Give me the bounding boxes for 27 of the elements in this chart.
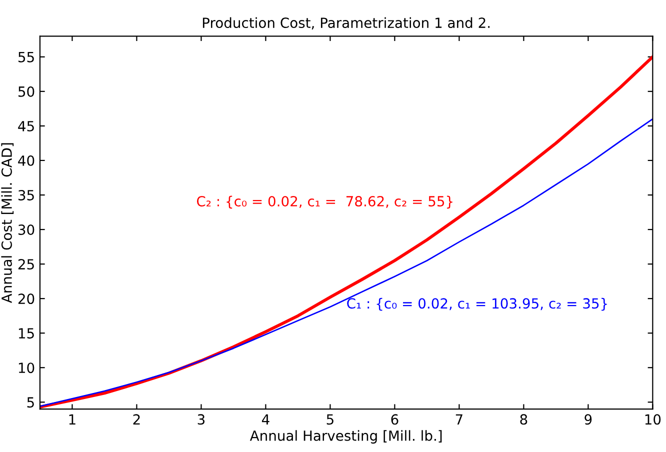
x-tick-label: 5 <box>326 414 334 425</box>
chart-title: Production Cost, Parametrization 1 and 2. <box>202 17 490 30</box>
y-axis-title: Annual Cost [Mill. CAD] <box>1 143 14 304</box>
y-tick-label: 35 <box>18 190 34 200</box>
y-tick-label: 15 <box>18 328 34 339</box>
x-tick-label: 4 <box>262 414 270 424</box>
series-label: C₁ : {c₀ = 0.02, c₁ = 103.95, c₂ = 35} <box>347 298 607 311</box>
y-tick-label: 45 <box>18 121 34 132</box>
x-tick-label: 9 <box>584 414 592 425</box>
y-tick-label: 55 <box>18 52 34 62</box>
x-tick-label: 3 <box>198 414 205 425</box>
series-label: C₂ : {c₀ = 0.02, c₁ = 78.62, c₂ = 55} <box>196 196 452 209</box>
x-tick-label: 7 <box>456 414 462 424</box>
x-tick-label: 10 <box>645 414 661 425</box>
y-tick-label: 30 <box>18 224 34 235</box>
y-tick-label: 25 <box>18 259 34 270</box>
x-tick-label: 2 <box>133 414 140 424</box>
x-axis-title: Annual Harvesting [Mill. lb.] <box>250 430 442 444</box>
y-tick-label: 50 <box>18 86 34 97</box>
x-tick-label: 6 <box>391 414 398 425</box>
line-series <box>40 118 653 407</box>
x-tick-label: 8 <box>520 414 528 425</box>
y-tick-label: 5 <box>27 397 34 408</box>
y-tick-label: 20 <box>18 294 34 304</box>
y-tick-label: 10 <box>18 362 34 374</box>
y-tick-label: 40 <box>18 155 34 166</box>
x-tick-label: 1 <box>69 414 76 424</box>
